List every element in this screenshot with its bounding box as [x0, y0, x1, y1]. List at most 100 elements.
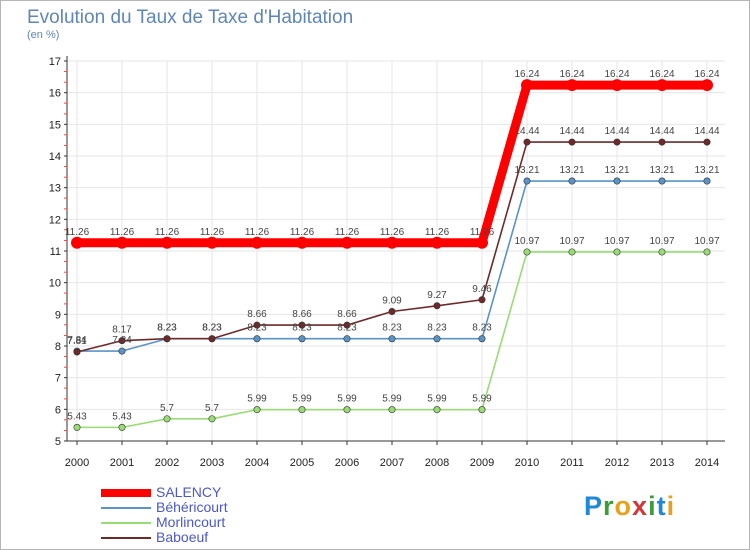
x-tick-label: 2001: [110, 457, 134, 469]
data-label: 9.27: [427, 290, 447, 301]
data-point: [523, 248, 531, 256]
data-point: [343, 335, 351, 343]
data-label: 13.21: [514, 165, 539, 176]
x-tick-label: 2011: [560, 457, 584, 469]
data-label: 11.26: [110, 227, 135, 238]
data-label: 10.97: [559, 236, 584, 247]
data-point: [163, 415, 171, 423]
data-label: 11.26: [200, 227, 225, 238]
y-tick-label: 7: [55, 373, 61, 385]
data-label: 8.23: [472, 323, 492, 334]
data-label: 8.66: [292, 309, 312, 320]
data-point: [161, 236, 173, 249]
data-label: 8.23: [157, 323, 177, 334]
y-tick-label: 16: [49, 88, 61, 100]
data-label: 5.99: [427, 394, 447, 405]
data-point: [703, 138, 711, 146]
data-label: 8.23: [157, 323, 177, 334]
data-label: 5.99: [337, 394, 357, 405]
data-label: 5.99: [382, 394, 402, 405]
data-point: [431, 236, 443, 249]
data-label: 5.99: [472, 394, 492, 405]
data-label: 11.26: [380, 227, 405, 238]
data-label: 11.26: [245, 227, 270, 238]
data-point: [701, 79, 713, 92]
data-point: [118, 423, 126, 431]
data-point: [71, 236, 83, 249]
data-label: 11.26: [290, 227, 315, 238]
data-point: [523, 138, 531, 146]
data-point: [613, 177, 621, 185]
x-tick-label: 2002: [155, 457, 179, 469]
data-label: 8.23: [427, 323, 447, 334]
x-tick-label: 2009: [470, 457, 494, 469]
legend-swatch: [101, 537, 151, 539]
x-tick-label: 2014: [695, 457, 719, 469]
data-label: 16.24: [559, 69, 584, 80]
data-point: [658, 177, 666, 185]
data-point: [478, 335, 486, 343]
legend-item: Béhéricourt: [101, 500, 401, 515]
data-point: [433, 302, 441, 310]
x-tick-label: 2003: [200, 457, 224, 469]
x-tick-label: 2010: [515, 457, 539, 469]
data-point: [118, 347, 126, 355]
data-label: 14.44: [649, 126, 674, 137]
data-label: 10.97: [694, 236, 719, 247]
y-tick-label: 13: [49, 183, 61, 195]
data-point: [343, 321, 351, 329]
data-point: [251, 236, 263, 249]
data-label: 8.23: [382, 323, 402, 334]
data-label: 14.44: [514, 126, 539, 137]
chart-title: Evolution du Taux de Taxe d'Habitation: [27, 7, 354, 28]
data-label: 5.43: [112, 411, 132, 422]
data-point: [343, 406, 351, 414]
data-label: 5.43: [67, 411, 87, 422]
x-tick-label: 2013: [650, 457, 674, 469]
data-label: 11.26: [425, 227, 450, 238]
data-point: [388, 406, 396, 414]
data-point: [163, 335, 171, 343]
x-tick-label: 2008: [425, 457, 449, 469]
y-tick-label: 9: [55, 309, 61, 321]
data-label: 8.66: [247, 309, 267, 320]
data-point: [298, 406, 306, 414]
legend-swatch: [101, 522, 151, 524]
data-point: [658, 138, 666, 146]
data-point: [703, 248, 711, 256]
x-tick-label: 2000: [65, 457, 89, 469]
legend-label: Baboeuf: [156, 529, 209, 545]
data-label: 7.84: [67, 335, 87, 346]
x-tick-label: 2006: [335, 457, 359, 469]
data-point: [116, 236, 128, 249]
data-point: [208, 335, 216, 343]
data-point: [523, 177, 531, 185]
data-label: 13.21: [559, 165, 584, 176]
data-label: 14.44: [559, 126, 584, 137]
y-tick-label: 17: [49, 56, 61, 68]
data-label: 10.97: [604, 236, 629, 247]
data-label: 8.23: [202, 323, 222, 334]
data-label: 11.26: [335, 227, 360, 238]
data-label: 13.21: [694, 165, 719, 176]
data-point: [568, 248, 576, 256]
data-point: [613, 138, 621, 146]
data-point: [568, 177, 576, 185]
data-label: 7.81: [67, 336, 87, 347]
data-label: 14.44: [604, 126, 629, 137]
data-label: 16.24: [649, 69, 674, 80]
y-tick-label: 12: [49, 214, 61, 226]
legend-item: Morlincourt: [101, 515, 401, 530]
data-label: 5.99: [247, 394, 267, 405]
legend-label: Morlincourt: [156, 514, 226, 530]
data-label: 14.44: [694, 126, 719, 137]
legend-swatch: [101, 507, 151, 509]
x-tick-label: 2012: [605, 457, 629, 469]
legend-swatch: [101, 489, 151, 497]
data-point: [566, 79, 578, 92]
y-tick-label: 5: [55, 436, 61, 448]
data-point: [433, 406, 441, 414]
data-label: 13.21: [649, 165, 674, 176]
